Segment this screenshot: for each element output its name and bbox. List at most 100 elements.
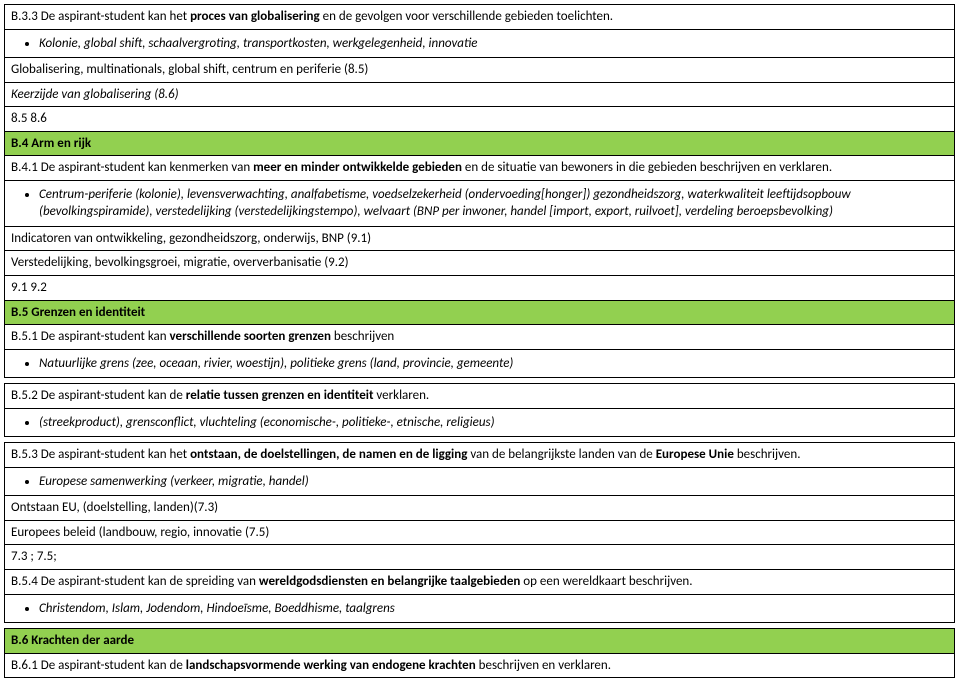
text-bold: verschillende soorten grenzen [170, 329, 331, 344]
table-row: Centrum-periferie (kolonie), levensverwa… [5, 180, 955, 226]
text-post: van de belangrijkste landen van de [467, 447, 655, 462]
list-item: (streekproduct), grensconflict, vluchtel… [39, 413, 948, 433]
heading-text: B.5 Grenzen en identiteit [11, 305, 145, 320]
bullet-list: Europese samenwerking (verkeer, migratie… [11, 472, 948, 492]
bullet-text: Kolonie, global shift, schaalvergroting,… [39, 36, 477, 51]
content-cell: B.5.2 De aspirant-student kan de relatie… [5, 384, 955, 409]
table-row: Kolonie, global shift, schaalvergroting,… [5, 29, 955, 58]
content-cell: (streekproduct), grensconflict, vluchtel… [5, 408, 955, 437]
text-bold: landschapsvormende werking van endogene … [186, 658, 476, 673]
text-pre: B.5.2 De aspirant-student kan de [11, 388, 186, 403]
list-item: Natuurlijke grens (zee, oceaan, rivier, … [39, 354, 948, 374]
list-item: Centrum-periferie (kolonie), levensverwa… [39, 185, 948, 222]
table-row: B.6 Krachten der aarde [5, 629, 955, 654]
table-row: 8.5 8.6 [5, 107, 955, 132]
text-bold: ontstaan, de doelstellingen, de namen en… [190, 447, 467, 462]
content-cell: B.5.1 De aspirant-student kan verschille… [5, 325, 955, 350]
table-row: B.5.4 De aspirant-student kan de spreidi… [5, 570, 955, 595]
table-row: Keerzijde van globalisering (8.6) [5, 82, 955, 107]
table-row: B.5.3 De aspirant-student kan het ontsta… [5, 443, 955, 468]
plain-text: 8.5 8.6 [11, 111, 47, 126]
content-cell: Europese samenwerking (verkeer, migratie… [5, 467, 955, 496]
content-cell: 7.3 ; 7.5; [5, 545, 955, 570]
text-bold: wereldgodsdiensten en belangrijke taalge… [259, 574, 520, 589]
bullet-text: (streekproduct), grensconflict, vluchtel… [39, 415, 495, 430]
table-row: B.4 Arm en rijk [5, 131, 955, 156]
text-pre: B.5.3 De aspirant-student kan het [11, 447, 190, 462]
bullet-list: Centrum-periferie (kolonie), levensverwa… [11, 185, 948, 222]
text-pre: B.5.4 De aspirant-student kan de spreidi… [11, 574, 259, 589]
content-cell: Ontstaan EU, (doelstelling, landen)(7.3) [5, 496, 955, 521]
table-row: Ontstaan EU, (doelstelling, landen)(7.3) [5, 496, 955, 521]
table-row: 7.3 ; 7.5; [5, 545, 955, 570]
content-cell: Europees beleid (landbouw, regio, innova… [5, 520, 955, 545]
table-row: Christendom, Islam, Jodendom, Hindoeïsme… [5, 594, 955, 623]
text-post: en de gevolgen voor verschillende gebied… [320, 9, 613, 24]
table-row: B.3.3 De aspirant-student kan het proces… [5, 5, 955, 30]
content-cell: B.6.1 De aspirant-student kan de landsch… [5, 653, 955, 678]
text-bold-2: Europese Unie [656, 447, 734, 462]
bullet-text: Centrum-periferie (kolonie), levensverwa… [39, 187, 851, 220]
bullet-list: Kolonie, global shift, schaalvergroting,… [11, 34, 948, 54]
table-row: (streekproduct), grensconflict, vluchtel… [5, 408, 955, 437]
plain-text: 7.3 ; 7.5; [11, 549, 57, 564]
content-cell: Globalisering, multinationals, global sh… [5, 58, 955, 83]
text-pre: B.5.1 De aspirant-student kan [11, 329, 170, 344]
list-item: Kolonie, global shift, schaalvergroting,… [39, 34, 948, 54]
heading-text: B.4 Arm en rijk [11, 136, 91, 151]
text-pre: B.4.1 De aspirant-student kan kenmerken … [11, 160, 253, 175]
content-cell: Natuurlijke grens (zee, oceaan, rivier, … [5, 349, 955, 378]
text-post: en de situatie van bewoners in die gebie… [462, 160, 832, 175]
plain-text: Keerzijde van globalisering (8.6) [11, 87, 179, 102]
plain-text: 9.1 9.2 [11, 280, 47, 295]
text-bold: proces van globalisering [190, 9, 320, 24]
heading-text: B.6 Krachten der aarde [11, 633, 134, 648]
curriculum-table: B.3.3 De aspirant-student kan het proces… [4, 4, 955, 678]
content-cell: Centrum-periferie (kolonie), levensverwa… [5, 180, 955, 226]
list-item: Europese samenwerking (verkeer, migratie… [39, 472, 948, 492]
content-cell: B.4 Arm en rijk [5, 131, 955, 156]
plain-text: Indicatoren van ontwikkeling, gezondheid… [11, 231, 371, 246]
table-row: Natuurlijke grens (zee, oceaan, rivier, … [5, 349, 955, 378]
text-bold: meer en minder ontwikkelde gebieden [253, 160, 462, 175]
text-post: op een wereldkaart beschrijven. [520, 574, 692, 589]
table-row: Europees beleid (landbouw, regio, innova… [5, 520, 955, 545]
text-post: beschrijven en verklaren. [476, 658, 611, 673]
text-pre: B.3.3 De aspirant-student kan het [11, 9, 190, 24]
text-post-2: beschrijven. [734, 447, 801, 462]
content-cell: B.4.1 De aspirant-student kan kenmerken … [5, 156, 955, 181]
content-cell: B.5.4 De aspirant-student kan de spreidi… [5, 570, 955, 595]
content-cell: 8.5 8.6 [5, 107, 955, 132]
plain-text: Europees beleid (landbouw, regio, innova… [11, 525, 269, 540]
table-row: B.5.2 De aspirant-student kan de relatie… [5, 384, 955, 409]
content-cell: B.3.3 De aspirant-student kan het proces… [5, 5, 955, 30]
bullet-list: (streekproduct), grensconflict, vluchtel… [11, 413, 948, 433]
bullet-list: Natuurlijke grens (zee, oceaan, rivier, … [11, 354, 948, 374]
content-cell: B.5.3 De aspirant-student kan het ontsta… [5, 443, 955, 468]
content-cell: B.5 Grenzen en identiteit [5, 300, 955, 325]
text-post: verklaren. [373, 388, 429, 403]
content-cell: Verstedelijking, bevolkingsgroei, migrat… [5, 251, 955, 276]
table-row: B.5 Grenzen en identiteit [5, 300, 955, 325]
bullet-text: Christendom, Islam, Jodendom, Hindoeïsme… [39, 601, 395, 616]
bullet-list: Christendom, Islam, Jodendom, Hindoeïsme… [11, 599, 948, 619]
table-row: B.4.1 De aspirant-student kan kenmerken … [5, 156, 955, 181]
table-row: Europese samenwerking (verkeer, migratie… [5, 467, 955, 496]
bullet-text: Natuurlijke grens (zee, oceaan, rivier, … [39, 356, 513, 371]
table-row: Verstedelijking, bevolkingsgroei, migrat… [5, 251, 955, 276]
table-row: Indicatoren van ontwikkeling, gezondheid… [5, 226, 955, 251]
content-cell: Indicatoren van ontwikkeling, gezondheid… [5, 226, 955, 251]
content-cell: 9.1 9.2 [5, 276, 955, 301]
text-pre: B.6.1 De aspirant-student kan de [11, 658, 186, 673]
table-row: B.6.1 De aspirant-student kan de landsch… [5, 653, 955, 678]
content-cell: B.6 Krachten der aarde [5, 629, 955, 654]
table-row: B.5.1 De aspirant-student kan verschille… [5, 325, 955, 350]
table-row: 9.1 9.2 [5, 276, 955, 301]
bullet-text: Europese samenwerking (verkeer, migratie… [39, 474, 309, 489]
text-post: beschrijven [331, 329, 394, 344]
text-bold: relatie tussen grenzen en identiteit [186, 388, 374, 403]
content-cell: Keerzijde van globalisering (8.6) [5, 82, 955, 107]
plain-text: Globalisering, multinationals, global sh… [11, 62, 368, 77]
content-cell: Christendom, Islam, Jodendom, Hindoeïsme… [5, 594, 955, 623]
content-cell: Kolonie, global shift, schaalvergroting,… [5, 29, 955, 58]
